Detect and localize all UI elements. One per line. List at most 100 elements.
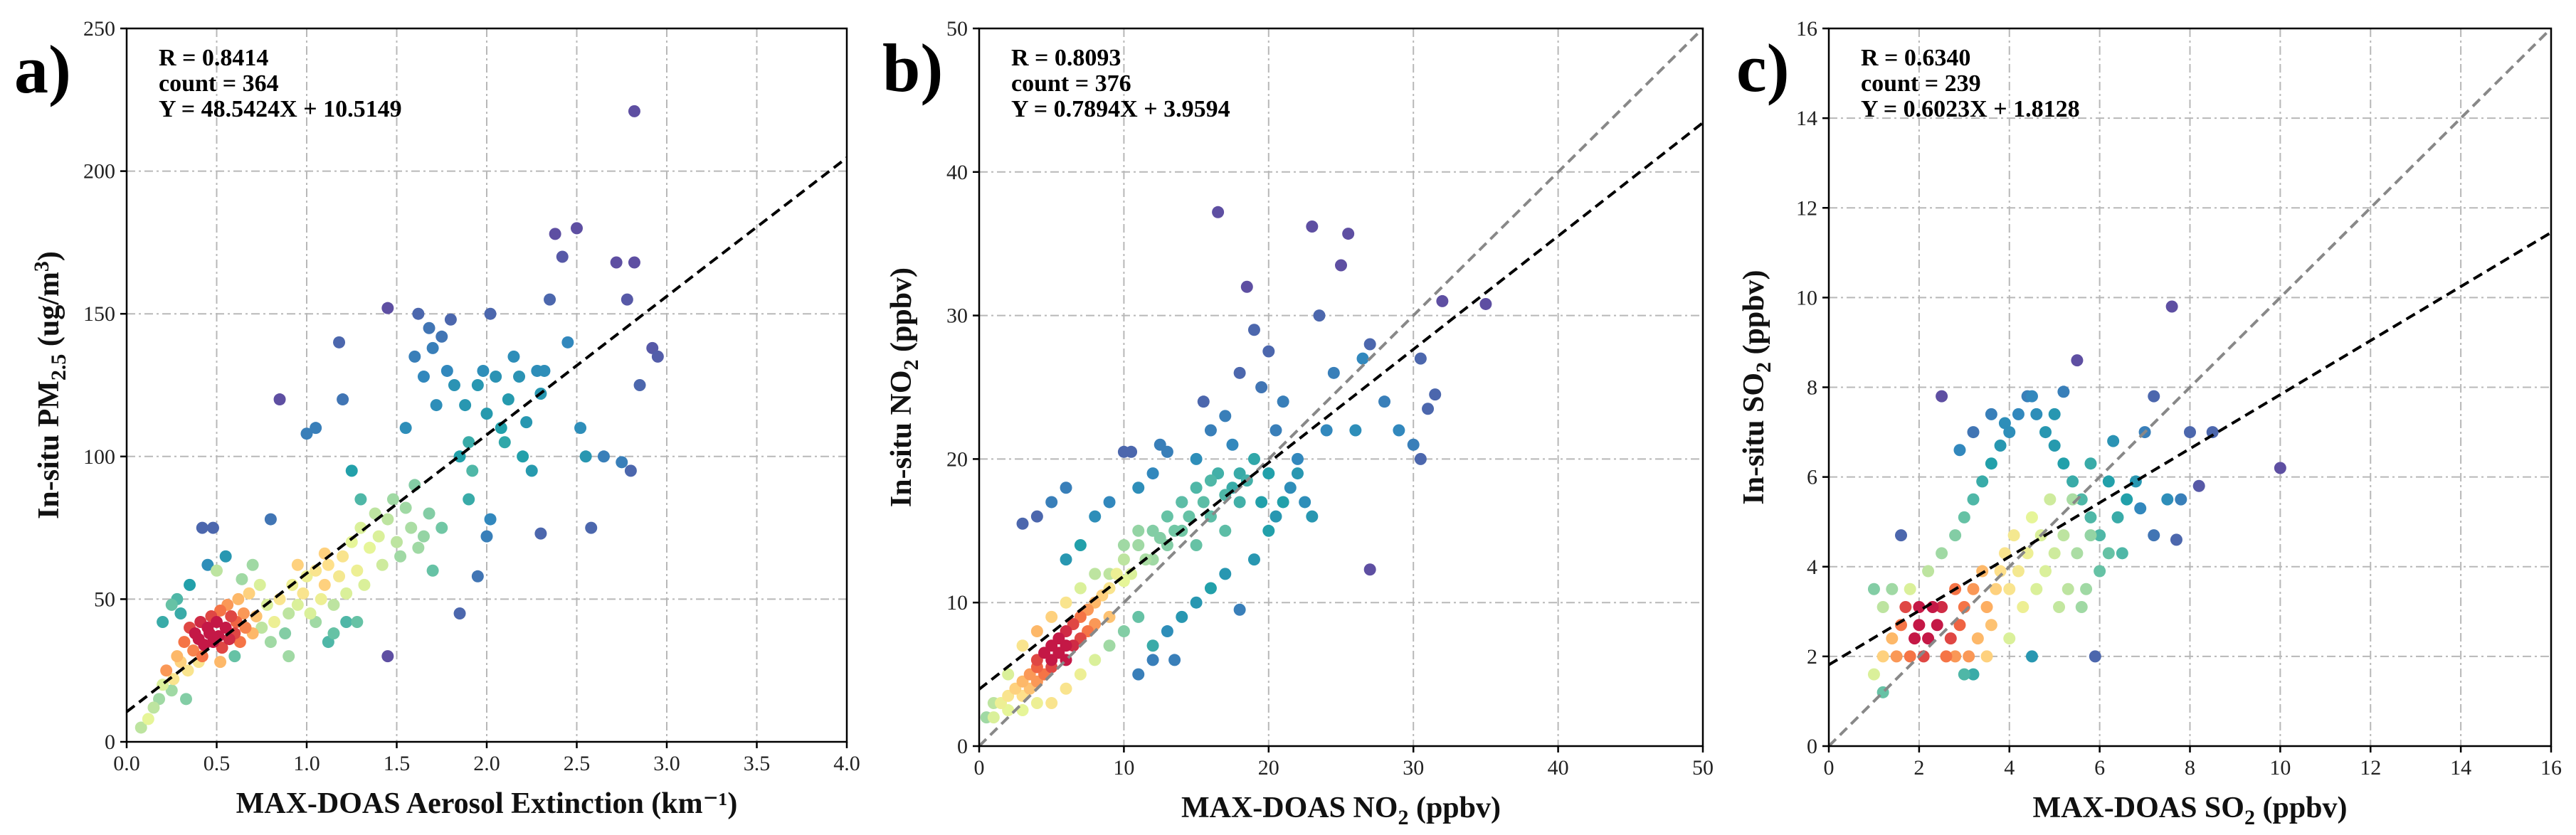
data-point xyxy=(1327,366,1340,379)
x-tick-label: 50 xyxy=(1692,756,1714,780)
data-point xyxy=(448,379,460,391)
data-point xyxy=(2003,583,2016,595)
y-tick-label: 0 xyxy=(1807,735,1817,758)
data-point xyxy=(223,633,236,646)
data-point xyxy=(171,650,184,663)
data-point xyxy=(1247,553,1260,566)
data-point xyxy=(534,527,547,540)
data-point xyxy=(1967,583,1980,595)
x-tick-label: 0 xyxy=(974,756,985,780)
data-point xyxy=(372,530,385,543)
data-point xyxy=(364,541,376,554)
data-point xyxy=(1277,496,1289,509)
data-point xyxy=(1936,601,1948,614)
y-label-main: In-situ PM xyxy=(33,381,65,519)
y-tick-label: 8 xyxy=(1807,376,1817,400)
data-point xyxy=(2021,547,2034,560)
data-point xyxy=(1291,452,1304,465)
panel-a: 0.0 0.5 1.0 1.5 2.0 2.5 3.0 3.5 4.0 0 50 100 150 200 2… xyxy=(14,17,860,820)
data-point xyxy=(426,564,439,577)
data-point xyxy=(597,450,610,463)
y-label-end: ) xyxy=(33,251,65,261)
data-point xyxy=(2062,583,2074,595)
y-axis-label: In-situ NO2 (ppbv) xyxy=(885,267,923,507)
data-point xyxy=(1299,496,1311,509)
data-point xyxy=(134,721,147,734)
x-label-end: (ppbv) xyxy=(1408,792,1501,824)
data-point xyxy=(1291,467,1304,480)
y-tick-label: 20 xyxy=(946,447,968,471)
data-point xyxy=(1146,467,1159,480)
data-point xyxy=(1089,568,1102,580)
data-point xyxy=(165,684,178,697)
data-point xyxy=(484,307,497,320)
data-point xyxy=(556,250,569,263)
data-point xyxy=(1161,510,1173,523)
data-point xyxy=(1146,639,1159,652)
data-point xyxy=(1016,639,1029,652)
data-point xyxy=(1060,553,1072,566)
data-point xyxy=(399,422,412,435)
y-tick-label: 50 xyxy=(946,17,968,41)
data-point xyxy=(300,427,313,440)
data-point xyxy=(1016,517,1029,530)
data-point xyxy=(1255,381,1268,393)
data-point xyxy=(1985,619,1997,632)
x-tick-label: 4.0 xyxy=(833,752,860,775)
data-point xyxy=(502,393,514,406)
y-tick-label: 14 xyxy=(1796,107,1817,130)
data-point xyxy=(1479,297,1492,310)
data-point xyxy=(525,464,538,477)
x-tick-label: 2.0 xyxy=(473,752,500,775)
data-point xyxy=(1904,583,1916,595)
data-point xyxy=(1060,682,1072,695)
data-point xyxy=(1940,650,1953,663)
data-point xyxy=(216,642,228,654)
data-point xyxy=(315,592,327,605)
data-point xyxy=(1233,496,1246,509)
data-point xyxy=(273,393,286,406)
data-point xyxy=(268,615,280,628)
data-point xyxy=(2192,479,2205,492)
y-label-end: (ppbv) xyxy=(885,267,918,360)
data-point xyxy=(1204,582,1217,595)
data-point xyxy=(1117,553,1130,566)
data-point xyxy=(1125,445,1138,458)
data-point xyxy=(471,570,484,583)
stat-line: R = 0.8414 xyxy=(159,45,268,71)
data-point xyxy=(1176,610,1188,623)
x-label-main: MAX-DOAS NO xyxy=(1181,792,1398,824)
data-point xyxy=(381,513,394,526)
data-point xyxy=(1277,395,1289,408)
data-point xyxy=(463,436,475,449)
data-point xyxy=(1922,632,1935,645)
data-point xyxy=(253,578,266,591)
data-point xyxy=(264,636,277,649)
data-point xyxy=(463,493,475,506)
data-point xyxy=(2170,533,2182,546)
data-point xyxy=(318,578,331,591)
data-point xyxy=(2107,435,2120,447)
data-point xyxy=(246,558,259,571)
data-point xyxy=(1393,424,1405,437)
x-tick-label: 12 xyxy=(2360,756,2381,780)
data-point xyxy=(1255,496,1268,509)
data-point xyxy=(1161,538,1173,551)
data-point xyxy=(1002,668,1015,681)
data-point xyxy=(147,701,160,714)
y-label-superscript: 3 xyxy=(30,261,53,272)
y-tick-label: 4 xyxy=(1807,555,1817,579)
data-point xyxy=(624,464,637,477)
data-point xyxy=(214,604,227,617)
data-point xyxy=(1886,632,1899,645)
data-point xyxy=(453,607,466,619)
data-point xyxy=(436,521,448,534)
fit-line xyxy=(127,156,847,713)
data-point xyxy=(187,644,200,657)
data-point xyxy=(517,450,529,463)
data-point xyxy=(1407,438,1420,451)
y-tick-label: 250 xyxy=(83,17,115,41)
data-point xyxy=(1909,632,1921,645)
x-tick-label: 0.0 xyxy=(113,752,140,775)
